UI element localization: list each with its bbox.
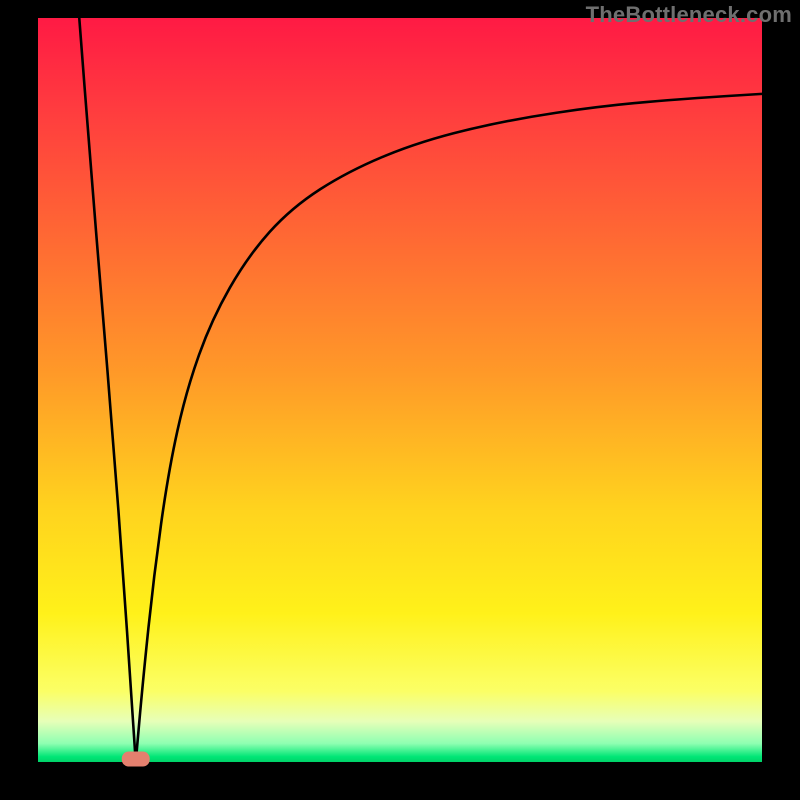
chart-root: TheBottleneck.com (0, 0, 800, 800)
notch-marker (122, 752, 150, 767)
bottleneck-chart-svg (0, 0, 800, 800)
watermark-text: TheBottleneck.com (586, 2, 792, 28)
